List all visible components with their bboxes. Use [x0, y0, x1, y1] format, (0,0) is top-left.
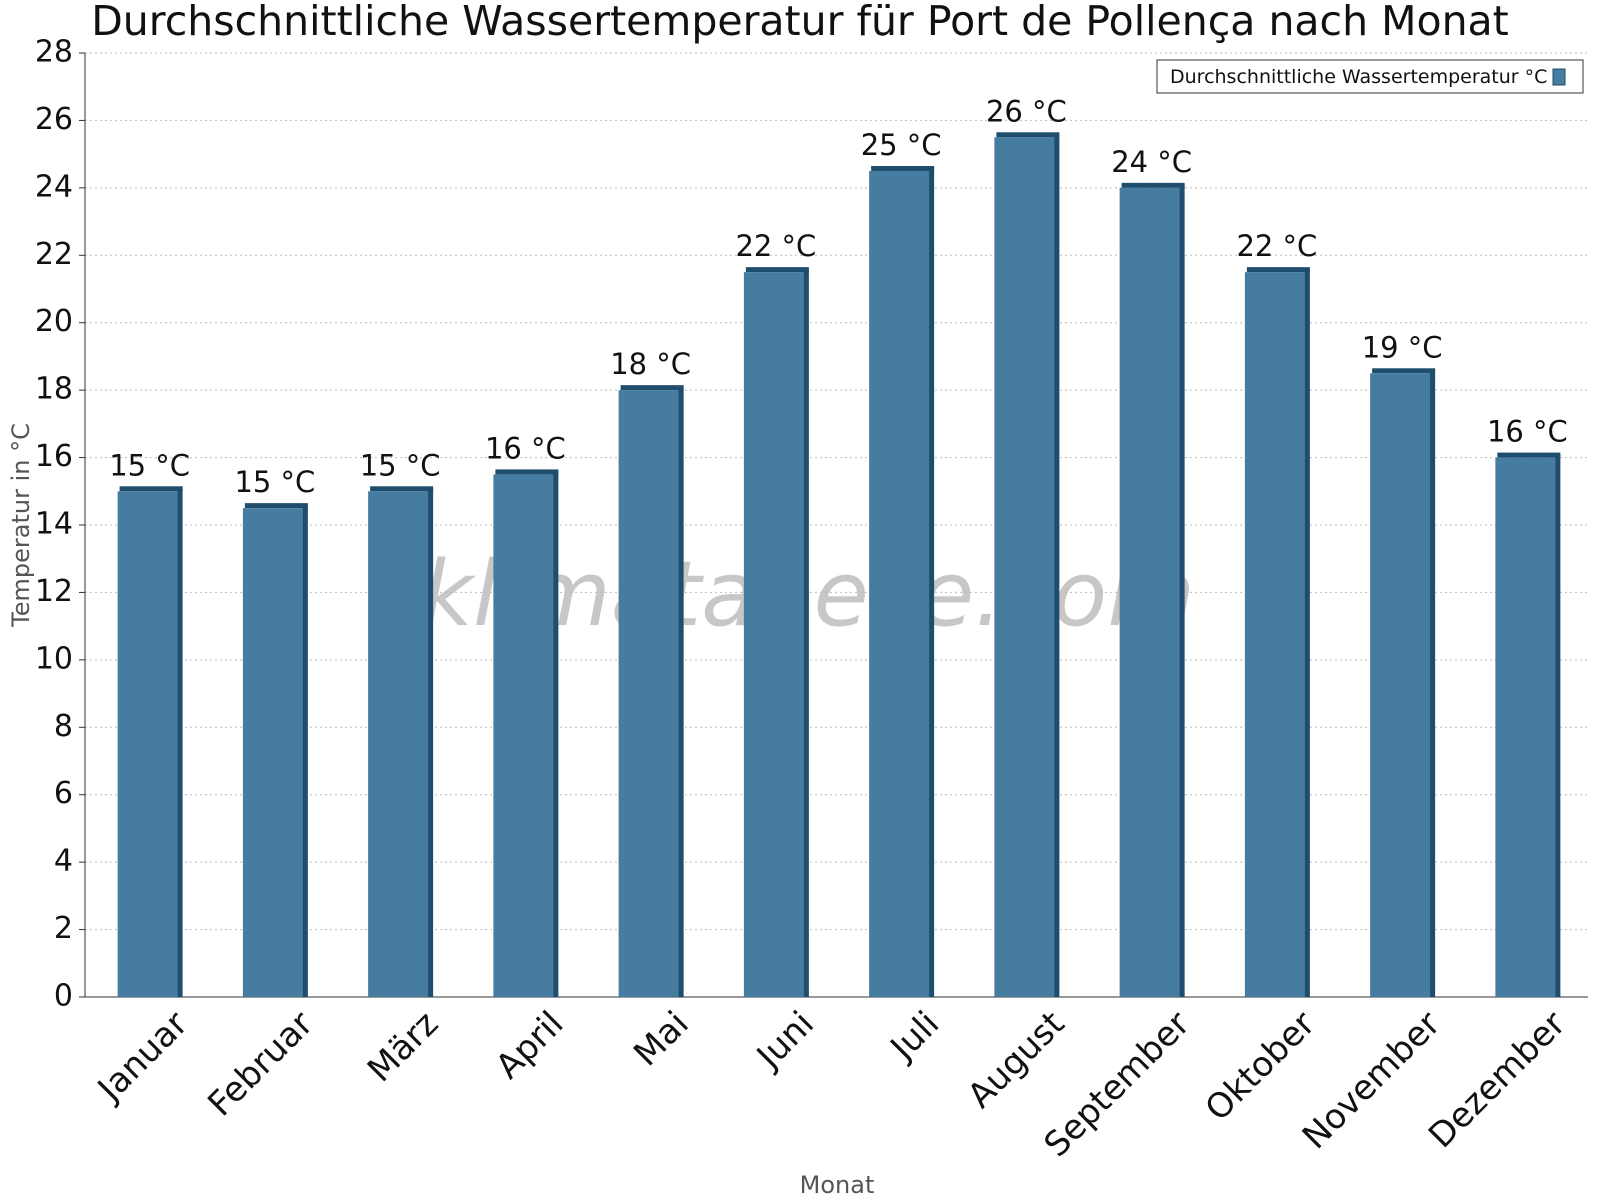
y-tick-label: 22	[35, 237, 73, 272]
x-tick-label: Mai	[626, 1004, 696, 1074]
y-tick-label: 26	[35, 102, 73, 137]
x-tick-label: November	[1295, 1004, 1448, 1157]
bar-top	[244, 503, 308, 509]
bar-top	[620, 385, 684, 391]
y-tick-label: 0	[54, 979, 73, 1014]
legend-swatch	[1552, 68, 1566, 86]
y-tick-label: 20	[35, 304, 73, 339]
legend-box	[1156, 59, 1584, 94]
value-label: 24 °C	[1111, 145, 1192, 179]
bar-top	[1246, 267, 1310, 273]
value-label: 16 °C	[485, 431, 566, 465]
x-tick-label: Oktober	[1198, 1004, 1323, 1129]
value-label: 18 °C	[610, 347, 691, 381]
value-label: 22 °C	[1236, 229, 1317, 263]
y-tick-label: 8	[54, 709, 73, 744]
bar-top	[1372, 368, 1436, 374]
bar	[1244, 272, 1305, 998]
x-tick-label: April	[488, 1004, 571, 1087]
bar-side	[427, 488, 434, 997]
value-label: 15 °C	[109, 448, 190, 482]
y-tick-label: 4	[54, 844, 73, 879]
y-tick-label: 16	[35, 439, 73, 474]
bar-side	[552, 471, 559, 997]
x-axis-label: Monat	[800, 1171, 875, 1199]
value-label: 25 °C	[861, 128, 942, 162]
y-tick-label: 12	[35, 574, 73, 609]
bar-side	[802, 269, 809, 998]
bar	[242, 508, 303, 997]
bar-top	[119, 486, 183, 492]
bar-top	[1497, 452, 1561, 458]
bar	[1370, 373, 1431, 997]
bar-top	[1121, 182, 1185, 188]
bar-top	[871, 166, 935, 171]
bar-top	[370, 486, 434, 492]
y-tick-label: 28	[35, 35, 73, 70]
bar-top	[495, 469, 559, 475]
x-tick-label: Januar	[89, 1004, 196, 1111]
x-tick-label: März	[360, 1004, 446, 1090]
bar-top	[996, 132, 1060, 138]
y-tick-label: 2	[54, 911, 73, 946]
bar-side	[1053, 134, 1060, 998]
legend-label: Durchschnittliche Wassertemperatur °C	[1170, 66, 1547, 88]
x-tick-label: Februar	[200, 1004, 321, 1125]
bar	[493, 474, 554, 997]
value-label: 22 °C	[735, 229, 816, 263]
x-tick-label: August	[960, 1004, 1072, 1116]
y-tick-label: 14	[35, 507, 73, 542]
value-label: 15 °C	[360, 448, 441, 482]
y-tick-label: 18	[35, 372, 73, 407]
y-tick-label: 6	[54, 776, 73, 811]
y-tick-label: 10	[35, 641, 73, 676]
bar-side	[928, 168, 935, 997]
bar	[368, 491, 429, 997]
x-tick-label: Juni	[748, 1004, 822, 1078]
bar-side	[1554, 454, 1561, 998]
bar	[743, 272, 804, 998]
value-label: 26 °C	[986, 94, 1067, 128]
bar	[1495, 457, 1556, 998]
bar-side	[677, 387, 684, 998]
bar-side	[1178, 184, 1185, 997]
bar-side	[1429, 370, 1436, 997]
bar-side	[176, 488, 183, 997]
bar	[869, 171, 930, 997]
bar-side	[301, 505, 308, 997]
x-tick-label: Dezember	[1421, 1004, 1573, 1156]
chart-title: Durchschnittliche Wassertemperatur für P…	[91, 0, 1509, 45]
value-label: 16 °C	[1487, 415, 1568, 449]
bar	[1119, 187, 1180, 997]
value-label: 15 °C	[234, 465, 315, 499]
value-label: 19 °C	[1362, 330, 1443, 364]
y-tick-label: 24	[35, 169, 73, 204]
x-tick-label: Juli	[882, 1004, 947, 1069]
bar	[117, 491, 178, 997]
bar-side	[1303, 269, 1310, 998]
bar	[994, 137, 1055, 998]
bar-top	[745, 267, 809, 273]
y-axis-label: Temperatur in °C	[7, 423, 35, 628]
bar	[618, 390, 679, 998]
